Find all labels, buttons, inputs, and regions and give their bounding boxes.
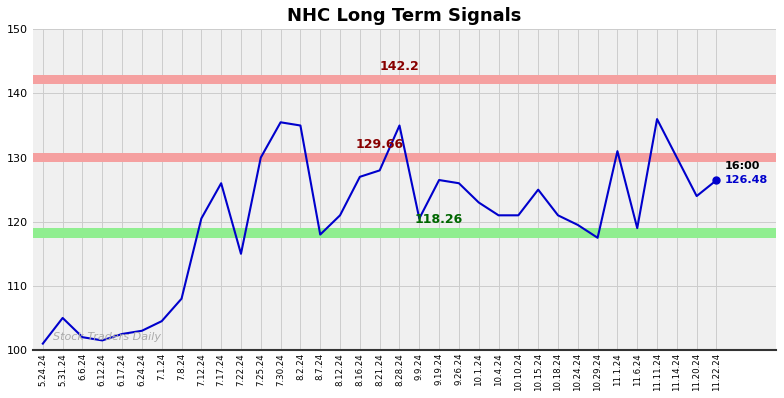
Text: 129.66: 129.66 — [356, 138, 404, 151]
Bar — [33, 74, 776, 84]
Text: 16:00: 16:00 — [724, 161, 760, 171]
Text: 118.26: 118.26 — [415, 213, 463, 226]
Bar — [33, 153, 776, 162]
Text: 126.48: 126.48 — [724, 176, 768, 185]
Bar — [33, 228, 776, 238]
Title: NHC Long Term Signals: NHC Long Term Signals — [287, 7, 521, 25]
Text: Stock Traders Daily: Stock Traders Daily — [53, 332, 161, 342]
Text: 142.2: 142.2 — [379, 60, 419, 73]
